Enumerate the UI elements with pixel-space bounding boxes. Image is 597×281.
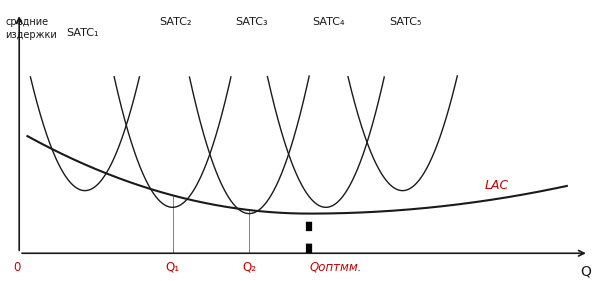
Text: Q₂: Q₂ — [242, 260, 256, 274]
Text: SATC₁: SATC₁ — [66, 28, 99, 38]
Text: 0: 0 — [13, 260, 20, 274]
Text: Q₁: Q₁ — [165, 260, 180, 274]
Text: Qоптмм.: Qоптмм. — [309, 260, 362, 274]
Text: SATC₅: SATC₅ — [389, 17, 421, 27]
Text: SATC₂: SATC₂ — [159, 17, 192, 27]
Text: SATC₄: SATC₄ — [312, 17, 344, 27]
Text: SATC₃: SATC₃ — [236, 17, 268, 27]
Text: LAC: LAC — [485, 180, 509, 192]
Text: средние
издержки: средние издержки — [5, 17, 57, 40]
Text: Q: Q — [580, 265, 592, 279]
